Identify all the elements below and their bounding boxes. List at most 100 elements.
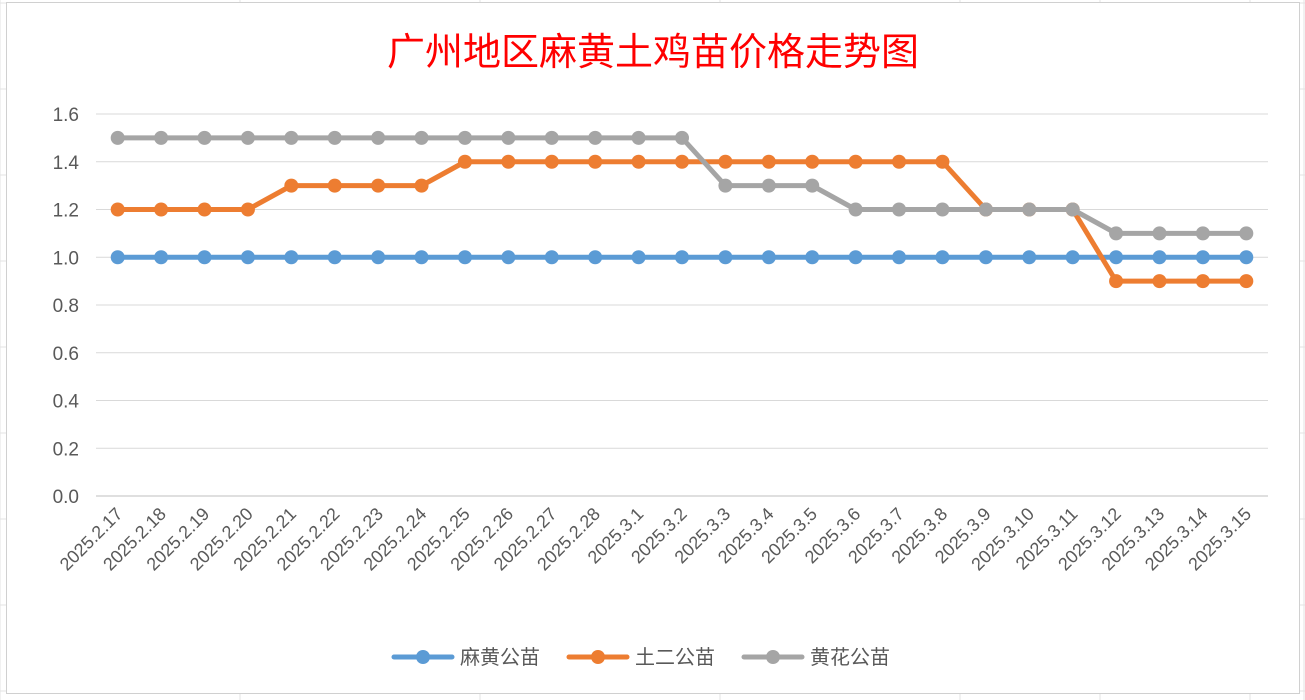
data-point: [327, 130, 342, 145]
y-axis-ticks: 0.0 0.2 0.4 0.6 0.8 1.0 1.2 1.4 1.6: [53, 105, 80, 508]
data-point: [935, 202, 950, 217]
y-tick-label: 1.4: [53, 153, 80, 174]
legend-marker-icon: [416, 650, 430, 664]
data-point: [1152, 274, 1167, 289]
data-point: [1065, 250, 1080, 265]
series-黄花公苗: [110, 130, 1254, 241]
data-point: [1022, 202, 1037, 217]
data-point: [371, 130, 386, 145]
data-point: [327, 178, 342, 193]
data-point: [284, 130, 299, 145]
data-point: [1195, 226, 1210, 241]
data-point: [675, 130, 689, 145]
data-point: [805, 250, 820, 265]
data-point: [457, 250, 472, 265]
data-point: [154, 130, 169, 145]
data-point: [805, 178, 820, 193]
y-tick-label: 0.8: [53, 296, 79, 317]
data-point: [110, 130, 125, 145]
data-point: [1239, 226, 1254, 241]
data-point: [544, 130, 559, 145]
data-point: [327, 250, 342, 265]
legend-label: 黄花公苗: [810, 645, 890, 669]
data-point: [240, 130, 255, 145]
x-axis-ticks: 2025.2.172025.2.182025.2.192025.2.202025…: [56, 504, 1255, 575]
data-point: [284, 250, 299, 265]
legend-marker-icon: [591, 650, 605, 664]
data-point: [371, 250, 386, 265]
data-point: [544, 154, 559, 169]
data-point: [1239, 250, 1254, 265]
series-麻黄公苗: [110, 250, 1254, 265]
data-point: [1109, 250, 1124, 265]
data-point: [978, 202, 993, 217]
data-point: [284, 178, 299, 193]
legend: 麻黄公苗 土二公苗 黄花公苗: [391, 645, 890, 669]
data-point: [1239, 274, 1254, 289]
legend-marker-icon: [766, 650, 780, 664]
data-point: [457, 154, 472, 169]
data-point: [1152, 250, 1167, 265]
data-point: [631, 130, 646, 145]
data-point: [544, 250, 559, 265]
data-point: [1022, 250, 1037, 265]
y-tick-label: 1.2: [53, 201, 79, 222]
data-point: [110, 250, 125, 265]
data-point: [935, 250, 950, 265]
data-point: [675, 154, 689, 169]
data-point: [1109, 274, 1124, 289]
chart-title: 广州地区麻黄土鸡苗价格走势图: [387, 30, 919, 74]
data-point: [457, 130, 472, 145]
data-point: [110, 202, 125, 217]
data-point: [848, 154, 863, 169]
data-point: [154, 202, 169, 217]
data-point: [501, 154, 516, 169]
data-point: [718, 154, 733, 169]
data-point: [675, 250, 689, 265]
data-point: [761, 154, 776, 169]
legend-item[interactable]: 黄花公苗: [741, 645, 890, 669]
data-point: [805, 154, 820, 169]
line-chart: 广州地区麻黄土鸡苗价格走势图 0.0 0.2 0.4 0.6 0.8 1.0 1.2 1.4 1…: [53, 30, 1268, 669]
data-point: [1065, 202, 1080, 217]
series-group: [110, 130, 1254, 289]
gridlines: [96, 113, 1268, 497]
data-point: [631, 250, 646, 265]
data-point: [1195, 274, 1210, 289]
y-tick-label: 0.0: [53, 487, 79, 508]
data-point: [197, 250, 212, 265]
data-point: [588, 130, 603, 145]
data-point: [848, 202, 863, 217]
legend-label: 土二公苗: [635, 645, 715, 669]
data-point: [154, 250, 169, 265]
data-point: [631, 154, 646, 169]
data-point: [848, 250, 863, 265]
data-point: [414, 130, 429, 145]
data-point: [892, 202, 907, 217]
data-point: [240, 202, 255, 217]
y-tick-label: 0.4: [53, 392, 80, 413]
data-point: [501, 250, 516, 265]
data-point: [935, 154, 950, 169]
data-point: [761, 178, 776, 193]
y-tick-label: 0.6: [53, 344, 79, 365]
data-point: [588, 250, 603, 265]
data-point: [718, 178, 733, 193]
data-point: [371, 178, 386, 193]
data-point: [1195, 250, 1210, 265]
data-point: [501, 130, 516, 145]
data-point: [414, 250, 429, 265]
legend-label: 麻黄公苗: [460, 645, 540, 669]
data-point: [978, 250, 993, 265]
data-point: [892, 154, 907, 169]
series-土二公苗: [110, 154, 1254, 289]
legend-item[interactable]: 麻黄公苗: [391, 645, 540, 669]
data-point: [761, 250, 776, 265]
data-point: [197, 130, 212, 145]
data-point: [1152, 226, 1167, 241]
data-point: [588, 154, 603, 169]
data-point: [240, 250, 255, 265]
chart-area[interactable]: 广州地区麻黄土鸡苗价格走势图 0.0 0.2 0.4 0.6 0.8 1.0 1.2 1.4 1…: [6, 2, 1300, 694]
legend-item[interactable]: 土二公苗: [566, 645, 715, 669]
data-point: [718, 250, 733, 265]
